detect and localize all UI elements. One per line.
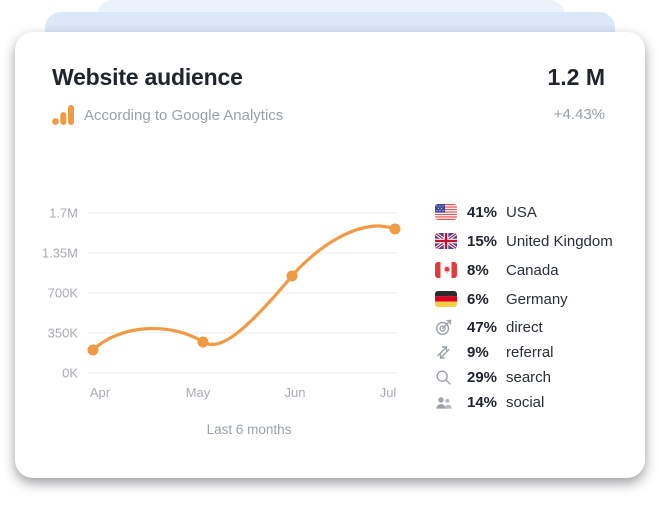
germany-flag-icon	[435, 291, 467, 307]
country-row-united-kingdom: 15% United Kingdom	[435, 231, 635, 251]
audience-chart: 1.7M 1.35M 700K 350K 0K Apr	[40, 200, 420, 437]
data-point-may[interactable]	[197, 336, 209, 348]
trend-line	[91, 224, 397, 352]
data-point-jul[interactable]	[389, 223, 401, 235]
referral-arrows-icon	[435, 344, 467, 361]
canada-flag-icon	[435, 262, 467, 278]
audience-breakdown: 41% USA 1	[435, 202, 635, 418]
united-kingdom-flag-icon	[435, 233, 467, 249]
header-right: 1.2 M +4.43%	[547, 62, 605, 125]
data-points	[87, 223, 401, 356]
x-tick-label: Apr	[90, 385, 111, 400]
country-name: USA	[506, 203, 537, 221]
usa-flag-icon	[435, 204, 467, 220]
data-point-jun[interactable]	[286, 270, 298, 282]
source-name: social	[506, 394, 545, 411]
y-tick-label: 1.35M	[42, 246, 78, 261]
data-source-label: According to Google Analytics	[84, 106, 284, 124]
country-percentage: 15%	[467, 232, 498, 250]
country-name: Canada	[506, 261, 559, 279]
data-source-row: According to Google Analytics	[52, 105, 283, 125]
x-tick-label: Jun	[285, 385, 306, 400]
source-row-direct: 47% direct	[435, 318, 635, 337]
y-tick-label: 0K	[62, 366, 78, 381]
y-axis: 1.7M 1.35M 700K 350K 0K	[42, 206, 78, 381]
country-name: United Kingdom	[506, 232, 613, 250]
x-axis: Apr May Jun Jul	[90, 385, 397, 400]
y-tick-label: 700K	[48, 286, 79, 301]
source-percentage: 9%	[467, 344, 489, 361]
source-percentage: 47%	[467, 319, 498, 336]
country-row-germany: 6% Germany	[435, 289, 635, 309]
country-percentage: 41%	[467, 203, 498, 221]
source-row-referral: 9% referral	[435, 343, 635, 362]
source-name: search	[506, 369, 552, 386]
country-row-canada: 8% Canada	[435, 260, 635, 280]
source-name: direct	[506, 319, 543, 336]
source-row-search: 29% search	[435, 368, 635, 387]
card-header: Website audience According to Google Ana…	[52, 62, 605, 125]
country-percentage: 6%	[467, 290, 489, 308]
google-analytics-icon	[52, 105, 74, 125]
total-audience-value: 1.2 M	[547, 64, 605, 90]
header-left: Website audience According to Google Ana…	[52, 62, 283, 125]
source-percentage: 29%	[467, 369, 498, 386]
source-name: referral	[506, 344, 554, 361]
source-percentage: 14%	[467, 394, 498, 411]
country-row-usa: 41% USA	[435, 202, 635, 222]
source-row-social: 14% social	[435, 393, 635, 412]
y-tick-label: 350K	[48, 326, 79, 341]
y-tick-label: 1.7M	[49, 206, 78, 221]
line-chart-svg: 1.7M 1.35M 700K 350K 0K Apr	[42, 206, 401, 400]
country-percentage: 8%	[467, 261, 489, 279]
x-tick-label: May	[186, 385, 211, 400]
social-users-icon	[435, 394, 467, 411]
website-audience-card: Website audience According to Google Ana…	[15, 32, 645, 478]
search-icon	[435, 369, 467, 386]
x-tick-label: Jul	[380, 385, 397, 400]
page-title: Website audience	[52, 64, 243, 90]
country-name: Germany	[506, 290, 568, 308]
target-icon	[435, 319, 467, 336]
data-point-apr[interactable]	[87, 344, 99, 356]
gridlines	[88, 212, 398, 374]
chart-caption: Last 6 months	[206, 422, 292, 437]
countries-list: 41% USA 1	[435, 202, 635, 309]
growth-percentage: +4.43%	[553, 106, 605, 123]
traffic-sources-list: 47% direct 9% referral	[435, 318, 635, 412]
